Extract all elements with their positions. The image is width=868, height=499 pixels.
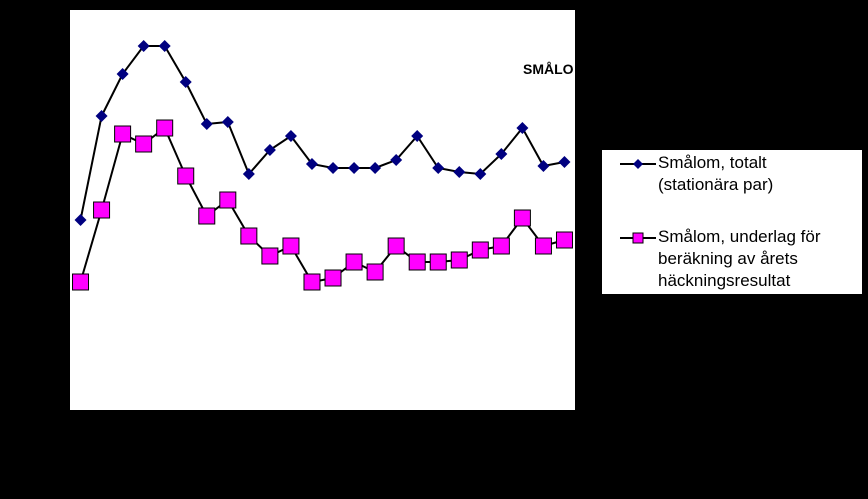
data-point-s1-9 <box>242 168 255 180</box>
data-point-s2-15 <box>366 263 384 281</box>
data-point-s1-16 <box>390 154 403 166</box>
data-point-s1-19 <box>453 166 466 178</box>
legend-item-series-1: Smålom, totalt (stationära par) <box>612 152 858 196</box>
data-point-s2-23 <box>534 237 552 255</box>
data-point-s1-3 <box>116 68 129 80</box>
data-point-s1-23 <box>537 160 550 172</box>
data-point-s1-15 <box>369 162 382 174</box>
data-point-s2-2 <box>93 201 111 219</box>
legend-label-series-2: Smålom, underlag för beräkning av årets … <box>658 227 821 290</box>
data-point-s2-9 <box>240 227 258 245</box>
legend-label-series-1: Smålom, totalt (stationära par) <box>658 153 774 194</box>
data-point-s1-24 <box>558 156 571 168</box>
data-point-s2-17 <box>408 253 426 271</box>
data-point-s1-14 <box>348 162 361 174</box>
data-point-s2-12 <box>303 273 321 291</box>
data-point-s2-22 <box>513 209 531 227</box>
data-point-s2-20 <box>471 241 489 259</box>
legend: Smålom, totalt (stationära par) Smålom, … <box>601 149 863 295</box>
data-point-s2-4 <box>135 135 153 153</box>
data-point-s1-11 <box>284 130 297 142</box>
data-point-s1-6 <box>179 76 192 88</box>
data-point-s2-6 <box>177 167 195 185</box>
data-point-s1-4 <box>137 40 150 52</box>
data-point-s2-21 <box>492 237 510 255</box>
data-point-s2-8 <box>219 191 237 209</box>
data-point-s2-5 <box>156 119 174 137</box>
data-point-s2-7 <box>198 207 216 225</box>
data-point-s1-8 <box>221 116 234 128</box>
data-point-s1-1 <box>74 214 87 226</box>
data-point-s2-18 <box>429 253 447 271</box>
data-point-s2-14 <box>345 253 363 271</box>
data-point-s2-11 <box>282 237 300 255</box>
data-point-s1-12 <box>305 158 318 170</box>
data-point-s1-20 <box>474 168 487 180</box>
chart-title: SMÅLO <box>523 61 574 77</box>
data-point-s1-18 <box>432 162 445 174</box>
data-point-s1-13 <box>327 162 340 174</box>
data-point-s2-19 <box>450 251 468 269</box>
legend-marker-square <box>612 226 658 252</box>
data-point-s2-1 <box>72 273 90 291</box>
data-point-s1-22 <box>516 122 529 134</box>
legend-marker-diamond <box>612 152 658 178</box>
plot-area <box>70 10 575 410</box>
legend-item-series-2: Smålom, underlag för beräkning av årets … <box>612 226 858 292</box>
data-point-s1-10 <box>263 144 276 156</box>
data-point-s1-2 <box>95 110 108 122</box>
data-point-s1-7 <box>200 118 213 130</box>
data-point-s2-10 <box>261 247 279 265</box>
data-point-s2-3 <box>114 125 132 143</box>
series-markers <box>72 40 573 291</box>
data-point-s1-21 <box>495 148 508 160</box>
data-point-s2-13 <box>324 269 342 287</box>
data-point-s2-16 <box>387 237 405 255</box>
data-point-s1-17 <box>411 130 424 142</box>
data-point-s2-24 <box>555 231 573 249</box>
data-point-s1-5 <box>158 40 171 52</box>
